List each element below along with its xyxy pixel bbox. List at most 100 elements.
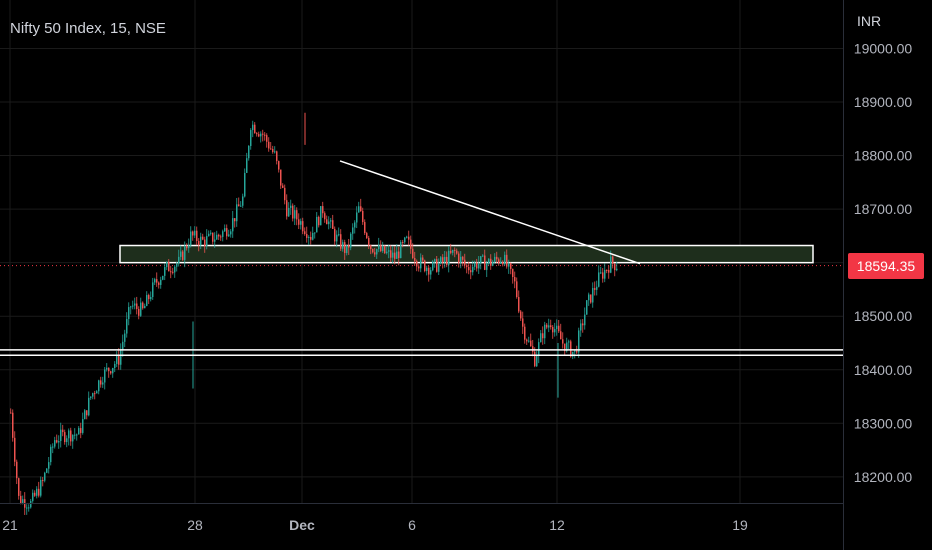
candle-body [572, 351, 574, 357]
candle-body [22, 499, 24, 504]
candle-body [544, 324, 546, 339]
candle-body [590, 294, 592, 303]
price-tick-label: 18400.00 [854, 362, 913, 378]
candle-body [64, 432, 66, 443]
candle-body [586, 300, 588, 315]
candle-body [76, 434, 78, 436]
candle-body [528, 340, 530, 342]
candle-body [176, 263, 178, 267]
candle-body [120, 350, 122, 365]
candle-body [132, 305, 134, 307]
candle-body [342, 242, 344, 249]
candle-body [250, 130, 252, 146]
candle-body [92, 393, 94, 397]
candle-body [174, 266, 176, 273]
candle-body [220, 236, 222, 238]
candle-body [282, 185, 284, 188]
candle-body [226, 228, 228, 237]
candle-body [280, 169, 282, 186]
candle-body [576, 350, 578, 353]
candle-body [436, 259, 438, 272]
last-price-tag: 18594.35 [848, 252, 924, 279]
candle-body [162, 275, 164, 280]
candle-body [406, 236, 408, 238]
candle-body [450, 250, 452, 253]
candle-body [566, 342, 568, 352]
candle-body [432, 261, 434, 271]
candle-body [62, 429, 64, 433]
candle-body [194, 230, 196, 236]
candle-body [230, 231, 232, 235]
candle-body [326, 219, 328, 225]
candle-body [338, 234, 340, 236]
candle-body [582, 323, 584, 326]
candle-body [402, 242, 404, 244]
candle-body [424, 260, 426, 271]
time-tick-label: 12 [549, 517, 565, 533]
candle-body [612, 256, 614, 264]
candle-body [334, 228, 336, 242]
candle-body [380, 245, 382, 252]
candle-body [246, 158, 248, 173]
candle-body [102, 382, 104, 385]
candle-body [58, 441, 60, 443]
candle-body [408, 236, 410, 240]
candle-body [254, 124, 256, 134]
candle-body [196, 230, 198, 242]
candle-body [124, 333, 126, 342]
candle-body [336, 234, 338, 242]
candle-body [244, 172, 246, 197]
candle-body [14, 437, 16, 462]
candle-body [146, 295, 148, 306]
candle-body [358, 206, 360, 213]
candle-body [426, 267, 428, 271]
candle-body [190, 231, 192, 246]
candle-body [270, 148, 272, 150]
candle-body [106, 367, 108, 370]
candle-body [492, 261, 494, 266]
candle-body [178, 256, 180, 264]
candle-body [56, 440, 58, 443]
candle-body [258, 134, 260, 137]
candle-body [186, 245, 188, 249]
candle-body [222, 231, 224, 237]
symbol-title[interactable]: Nifty 50 Index, 15, NSE [10, 20, 166, 37]
candle-body [570, 341, 572, 357]
candle-body [388, 250, 390, 252]
candle-body [470, 270, 472, 273]
candle-body [276, 151, 278, 162]
candle-body [52, 446, 54, 448]
candle-body [294, 210, 296, 219]
candle-body [18, 478, 20, 496]
candle-body [300, 221, 302, 225]
candle-body [442, 257, 444, 263]
price-tick-label: 19000.00 [854, 40, 913, 56]
candle-body [400, 242, 402, 258]
candle-body [420, 257, 422, 269]
candle-body [518, 297, 520, 312]
candle-body [286, 200, 288, 217]
candle-body [306, 233, 308, 238]
candle-body [370, 245, 372, 249]
candle-body [296, 210, 298, 220]
candle-body [416, 261, 418, 267]
candle-body [116, 354, 118, 364]
candle-body [604, 269, 606, 279]
candle-body [526, 339, 528, 342]
candle-body [314, 232, 316, 234]
candle-body [74, 434, 76, 436]
candle-body [272, 149, 274, 153]
time-axis[interactable]: 21 28 Dec 6 12 19 [2, 517, 748, 533]
candle-body [26, 507, 28, 509]
candle-body [440, 257, 442, 264]
candle-body [292, 205, 294, 219]
price-tick-label: 18300.00 [854, 415, 913, 431]
candle-body [204, 239, 206, 246]
candle-body [32, 492, 34, 502]
candle-body [184, 245, 186, 260]
candle-body [360, 206, 362, 212]
time-tick-label: Dec [289, 517, 315, 533]
candle-body [148, 295, 150, 300]
candle-body [502, 261, 504, 265]
